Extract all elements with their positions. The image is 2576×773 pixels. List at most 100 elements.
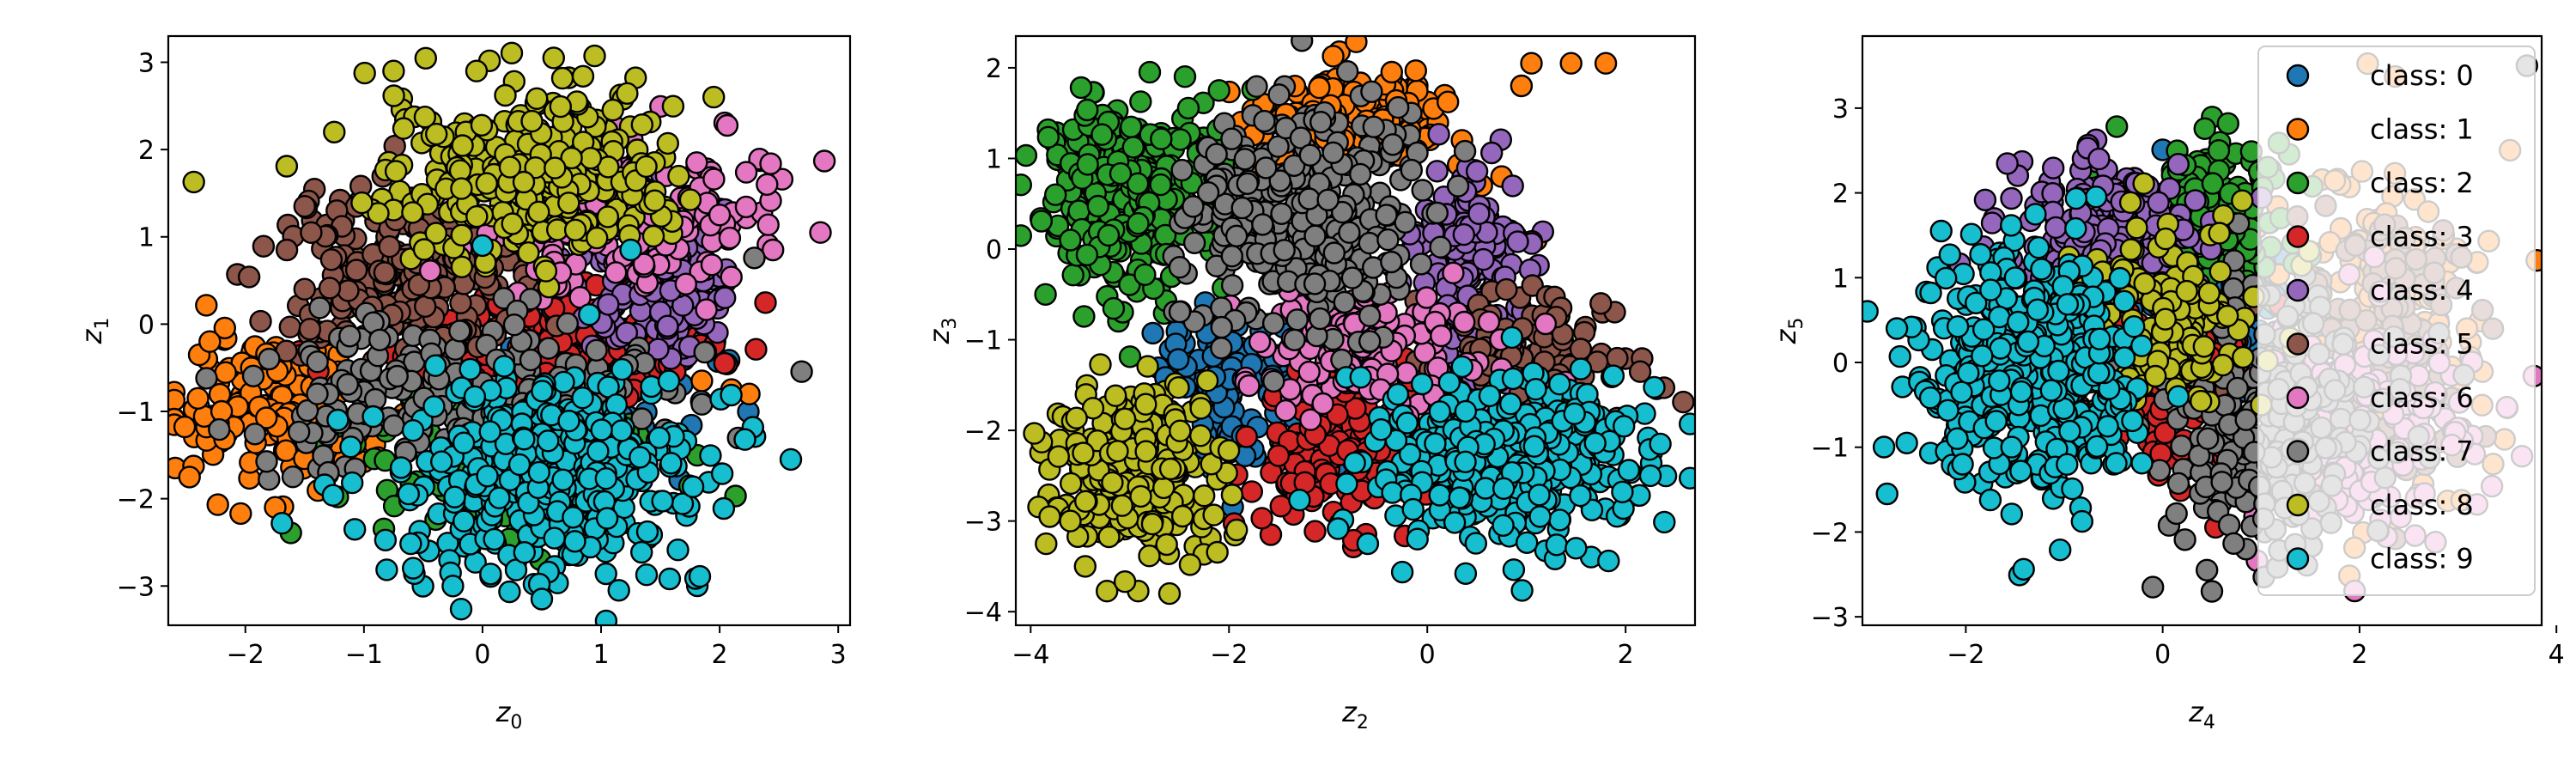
scatter-point (1643, 375, 1666, 399)
scatter-point (1016, 224, 1032, 247)
scatter-point (1436, 90, 1460, 113)
scatter-point (1524, 378, 1547, 401)
scatter-point (542, 46, 565, 70)
scatter-point (1129, 484, 1152, 508)
scatter-point (1303, 520, 1327, 543)
scatter-point (1335, 472, 1358, 496)
scatter-point (762, 238, 785, 262)
scatter-point (1515, 531, 1539, 554)
scatter-point (339, 435, 362, 459)
scatter-point (607, 579, 630, 602)
scatter-point (1362, 115, 1386, 138)
scatter-point (465, 204, 489, 228)
x-tick-label: 3 (830, 640, 847, 670)
y-tick-label: 3 (138, 48, 155, 78)
scatter-point (1348, 162, 1372, 186)
scatter-point (647, 426, 671, 449)
scatter-point (537, 337, 560, 360)
scatter-point (597, 155, 620, 179)
scatter-point (1224, 224, 1249, 247)
x-tick-label: 1 (592, 640, 609, 670)
scatter-point (1340, 266, 1364, 289)
scatter-point (450, 177, 473, 200)
scatter-point (635, 520, 659, 544)
scatter-point (1158, 457, 1182, 481)
scatter-point (1250, 507, 1273, 530)
scatter-point (298, 318, 322, 341)
scatter-point (1178, 553, 1202, 576)
scatter-point (1479, 141, 1504, 165)
scatter-point (1061, 264, 1084, 287)
x-axis-label: z0 (495, 696, 523, 733)
scatter-point (790, 360, 813, 383)
scatter-point (1672, 390, 1695, 414)
scatter-point (714, 286, 737, 309)
scatter-point (1188, 424, 1212, 447)
scatter-point (1428, 484, 1451, 507)
scatter-point (1182, 231, 1206, 254)
scatter-point (1563, 402, 1586, 425)
scatter-point (1564, 537, 1588, 560)
scatter-point (275, 238, 299, 262)
scatter-point (1308, 76, 1331, 100)
scatter-point (386, 364, 409, 388)
scatter-point (1220, 245, 1244, 268)
y-tick-label: 0 (986, 235, 1002, 265)
scatter-point (1502, 558, 1526, 581)
scatter-point (1617, 459, 1641, 482)
scatter-point (1583, 431, 1607, 455)
scatter-point (596, 205, 620, 228)
scatter-point (695, 298, 718, 321)
scatter-point (1167, 376, 1190, 399)
scatter-point (1113, 407, 1137, 430)
scatter-point (619, 238, 642, 262)
scatter-point (1261, 312, 1285, 335)
scatter-point (375, 558, 398, 581)
scatter-point (1520, 52, 1543, 75)
scatter-point (1338, 221, 1361, 244)
scatter-point (1274, 399, 1297, 423)
scatter-point (1210, 337, 1233, 360)
scatter-point (306, 350, 329, 374)
scatter-point (1611, 480, 1634, 503)
scatter-point (550, 66, 574, 90)
scatter-point (1501, 174, 1524, 198)
scatter-point (1375, 204, 1398, 227)
scatter-point (630, 113, 653, 137)
scatter-point (1653, 510, 1676, 534)
scatter-point (551, 468, 574, 491)
scatter-point (507, 453, 532, 477)
scatter-point (1202, 503, 1225, 526)
series-class-9 (270, 234, 803, 625)
scatter-point (1251, 213, 1274, 236)
scatter-point (656, 314, 679, 338)
scatter-point (450, 223, 473, 247)
scatter-point (1291, 36, 1314, 52)
scatter-point (275, 155, 299, 178)
scatter-point (1097, 525, 1121, 549)
scatter-point (373, 261, 397, 284)
scatter-point (1134, 440, 1157, 463)
scatter-point (1428, 400, 1452, 423)
scatter-point (678, 188, 702, 211)
scatter-point (1267, 83, 1291, 107)
scatter-point (451, 134, 474, 157)
scatter-point (195, 367, 218, 390)
scatter-point (465, 59, 489, 82)
scatter-point (1477, 310, 1501, 333)
scatter-point (1547, 373, 1571, 396)
scatter-point (501, 212, 524, 235)
scatter-point (237, 265, 261, 289)
scatter-point (563, 530, 586, 553)
scatter-point (422, 395, 446, 418)
scatter-point (444, 338, 467, 361)
scatter-point (710, 462, 734, 485)
scatter-point (657, 369, 681, 393)
scatter-point (605, 393, 629, 417)
y-tick-label: 1 (138, 223, 155, 253)
y-tick-label: −3 (964, 508, 1002, 538)
scatter-point (321, 484, 344, 507)
scatter-point (1230, 196, 1254, 220)
scatter-point (1235, 425, 1258, 448)
